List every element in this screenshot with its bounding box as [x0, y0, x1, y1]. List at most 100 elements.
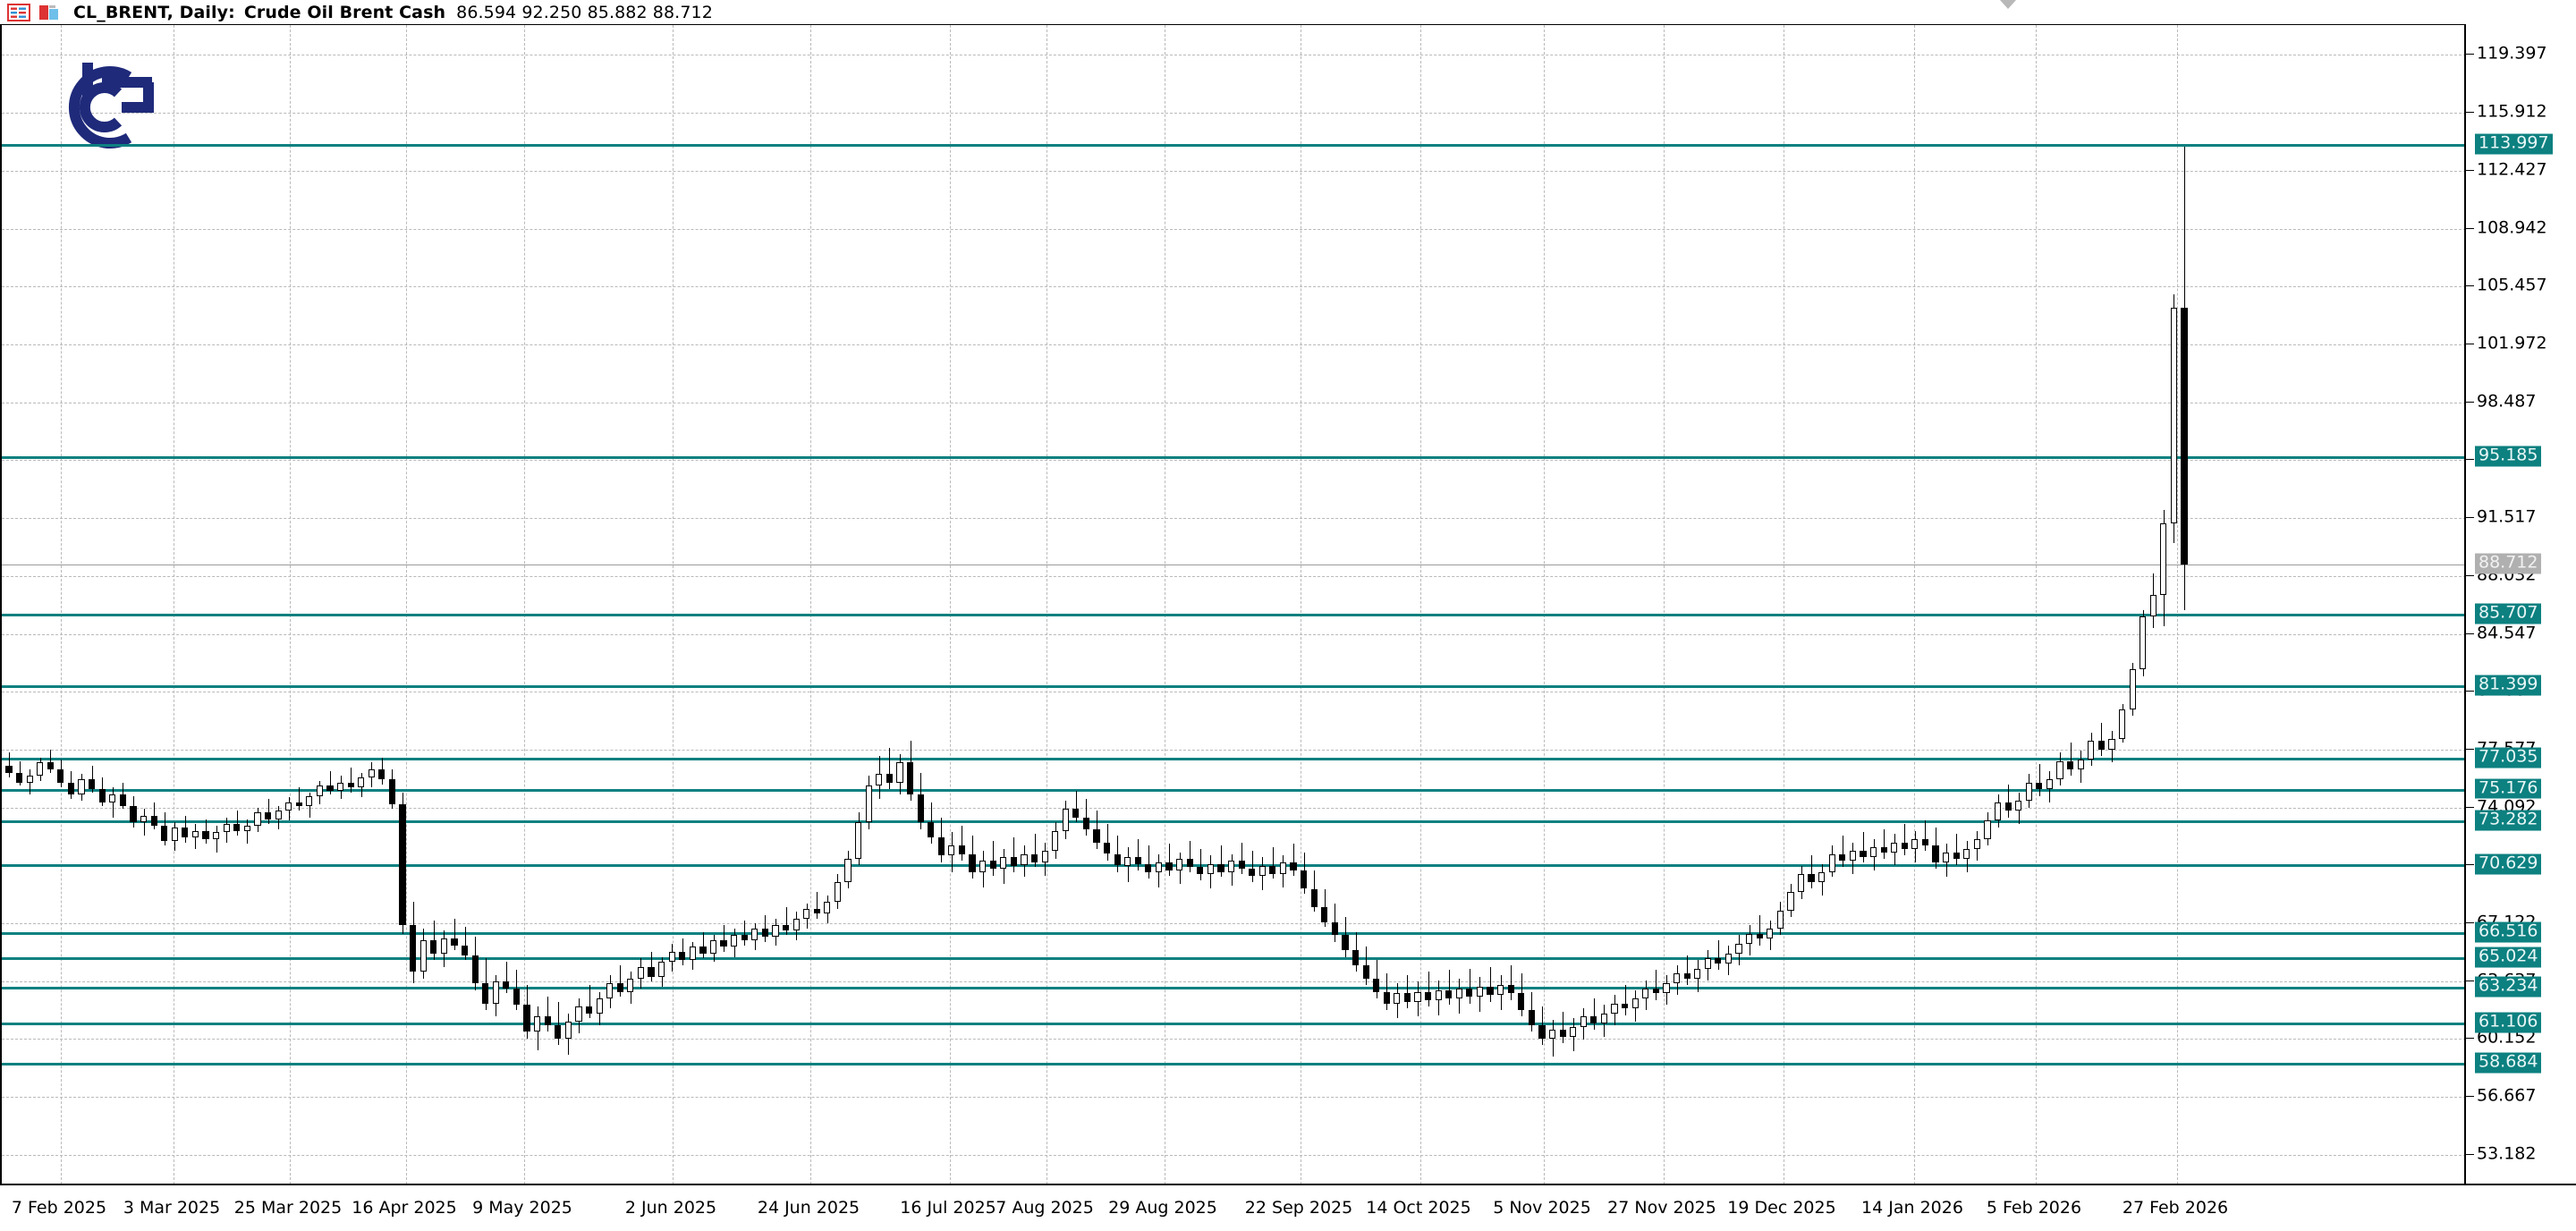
vgridline — [1046, 25, 1047, 1184]
candle-wick — [589, 985, 590, 1019]
candle-wick — [1428, 972, 1429, 1007]
candle-body — [917, 794, 924, 823]
hgridline — [2, 749, 2466, 751]
price-tick — [2466, 748, 2474, 750]
candle-body — [824, 902, 831, 914]
candlestick-chart-icon[interactable] — [38, 4, 61, 21]
hgridline — [2, 170, 2466, 172]
candle-body — [668, 952, 675, 963]
level-price-badge[interactable]: 65.024 — [2475, 947, 2542, 968]
candle-body — [731, 935, 738, 947]
level-line[interactable] — [2, 758, 2466, 761]
candle-body — [1891, 842, 1898, 853]
level-price-badge[interactable]: 85.707 — [2475, 603, 2542, 624]
candle-body — [1000, 857, 1007, 870]
price-axis[interactable]: 119.397 115.912 112.427 108.942 105.457 101.9… — [2464, 24, 2576, 1184]
candle-wick — [547, 997, 548, 1032]
candle-wick — [1076, 790, 1077, 823]
level-price-badge[interactable]: 66.516 — [2475, 921, 2542, 943]
candle-body — [1197, 867, 1204, 874]
level-price-badge[interactable]: 77.035 — [2475, 747, 2542, 768]
hgridline — [2, 981, 2466, 982]
candle-body — [2129, 669, 2136, 709]
candle-body — [347, 782, 354, 788]
level-line[interactable] — [2, 987, 2466, 990]
level-line[interactable] — [2, 819, 2466, 823]
hgridline — [2, 633, 2466, 635]
candle-body — [1155, 862, 1163, 872]
candle-body — [47, 762, 54, 769]
candle-body — [1548, 1030, 1556, 1039]
candle-wick — [351, 767, 352, 793]
candle-wick — [1293, 844, 1294, 876]
hgridline — [2, 1097, 2466, 1099]
candle-body — [1860, 850, 1867, 858]
candle-wick — [299, 787, 300, 811]
candle-body — [782, 925, 790, 930]
date-axis-label: 16 Apr 2025 — [352, 1198, 457, 1218]
candle-body — [2097, 741, 2105, 750]
chart-plot-area[interactable] — [0, 24, 2466, 1184]
candle-body — [326, 785, 334, 791]
candle-wick — [1718, 940, 1719, 971]
candle-body — [937, 836, 945, 856]
level-price-badge[interactable]: 61.106 — [2475, 1012, 2542, 1033]
level-price-badge[interactable]: 63.234 — [2475, 976, 2542, 998]
level-line[interactable] — [2, 1022, 2466, 1025]
level-price-badge[interactable]: 75.176 — [2475, 778, 2542, 799]
candle-body — [1455, 988, 1462, 999]
date-axis-label: 19 Dec 2025 — [1727, 1198, 1836, 1218]
level-price-badge[interactable]: 73.282 — [2475, 810, 2542, 831]
candle-wick — [2101, 722, 2102, 756]
current-price-badge[interactable]: 88.712 — [2475, 553, 2542, 574]
price-axis-label: 101.972 — [2477, 333, 2547, 353]
candle-body — [1673, 973, 1681, 984]
level-line[interactable] — [2, 957, 2466, 961]
level-price-badge[interactable]: 58.684 — [2475, 1052, 2542, 1074]
level-price-badge[interactable]: 81.399 — [2475, 675, 2542, 696]
candle-body — [544, 1016, 551, 1025]
candle-body — [2088, 741, 2095, 760]
level-line[interactable] — [2, 684, 2466, 688]
candle-body — [1590, 1016, 1597, 1023]
candle-body — [928, 822, 935, 837]
level-line[interactable] — [2, 932, 2466, 936]
candle-body — [1207, 863, 1214, 874]
candle-body — [1631, 998, 1639, 1009]
candle-wick — [1169, 844, 1170, 876]
level-price-badge[interactable]: 113.997 — [2475, 133, 2553, 155]
candle-body — [564, 1022, 572, 1039]
candle-body — [223, 824, 230, 833]
candle-body — [2046, 778, 2054, 790]
candle-body — [1735, 943, 1742, 954]
level-line[interactable] — [2, 456, 2466, 460]
candle-body — [430, 940, 437, 954]
hgridline — [2, 286, 2466, 288]
price-tick — [2466, 806, 2474, 808]
level-line[interactable] — [2, 788, 2466, 792]
list-icon[interactable] — [7, 3, 30, 21]
vgridline — [1664, 25, 1665, 1184]
ohlc-values: 86.594 92.250 85.882 88.712 — [456, 2, 713, 22]
level-line[interactable] — [2, 143, 2466, 147]
price-tick — [2466, 864, 2474, 866]
level-price-badge[interactable]: 95.185 — [2475, 446, 2542, 467]
candle-body — [2036, 782, 2043, 790]
candle-body — [1994, 802, 2002, 821]
candle-wick — [1273, 847, 1274, 879]
time-axis[interactable]: 7 Feb 2025 3 Mar 2025 25 Mar 2025 16 Apr 20… — [0, 1184, 2576, 1231]
candle-body — [989, 860, 996, 870]
level-price-badge[interactable]: 70.629 — [2475, 853, 2542, 875]
vgridline — [1914, 25, 1915, 1184]
candle-wick — [1138, 838, 1139, 871]
level-line[interactable] — [2, 614, 2466, 616]
level-line[interactable] — [2, 1062, 2466, 1065]
candle-body — [57, 768, 64, 783]
candle-body — [161, 825, 168, 841]
candle-body — [15, 772, 23, 783]
price-tick — [2466, 1038, 2474, 1040]
candle-body — [503, 981, 510, 989]
candle-body — [679, 952, 686, 961]
candle-wick — [1221, 845, 1222, 878]
candle-body — [1258, 865, 1266, 876]
